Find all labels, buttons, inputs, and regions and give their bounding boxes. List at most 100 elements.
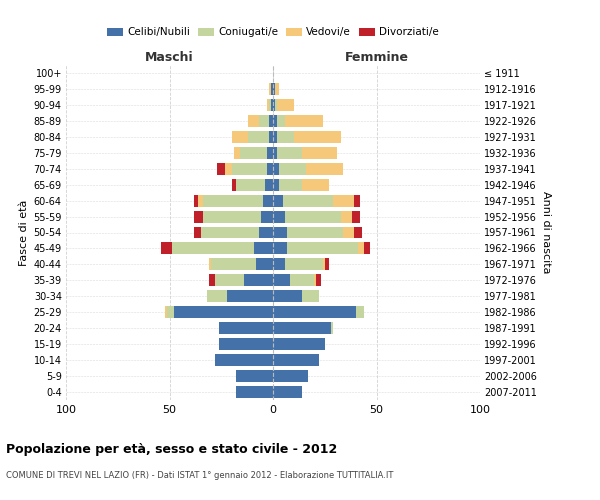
Bar <box>273 386 302 398</box>
Bar <box>275 83 279 95</box>
Y-axis label: Fasce di età: Fasce di età <box>19 200 29 266</box>
Bar <box>194 226 200 238</box>
Bar <box>240 147 267 158</box>
Bar <box>306 162 343 174</box>
Bar <box>273 258 286 270</box>
Bar <box>279 162 306 174</box>
Bar <box>173 306 273 318</box>
Bar <box>290 274 314 286</box>
Bar <box>302 147 337 158</box>
Bar <box>267 162 273 174</box>
Bar <box>302 178 329 190</box>
Bar <box>316 274 320 286</box>
Bar <box>211 258 256 270</box>
Legend: Celibi/Nubili, Coniugati/e, Vedovi/e, Divorziati/e: Celibi/Nubili, Coniugati/e, Vedovi/e, Di… <box>103 24 443 42</box>
Bar <box>273 322 331 334</box>
Bar <box>354 194 360 206</box>
Bar <box>207 290 227 302</box>
Bar <box>331 322 333 334</box>
Bar <box>286 258 323 270</box>
Bar <box>166 306 167 318</box>
Bar <box>358 242 364 254</box>
Bar <box>333 194 354 206</box>
Bar <box>283 194 333 206</box>
Bar <box>343 226 354 238</box>
Bar <box>263 194 273 206</box>
Bar <box>277 131 294 143</box>
Bar <box>259 115 269 127</box>
Bar <box>287 226 343 238</box>
Bar <box>279 178 302 190</box>
Bar <box>244 274 273 286</box>
Bar <box>203 210 260 222</box>
Bar <box>341 210 352 222</box>
Bar <box>294 131 341 143</box>
Bar <box>271 83 273 95</box>
Bar <box>273 242 287 254</box>
Bar <box>286 115 323 127</box>
Bar <box>232 131 248 143</box>
Text: COMUNE DI TREVI NEL LAZIO (FR) - Dati ISTAT 1° gennaio 2012 - Elaborazione TUTTI: COMUNE DI TREVI NEL LAZIO (FR) - Dati IS… <box>6 471 394 480</box>
Bar <box>236 386 273 398</box>
Bar <box>275 99 277 111</box>
Bar <box>273 83 275 95</box>
Bar <box>269 115 273 127</box>
Bar <box>215 274 244 286</box>
Bar <box>267 147 273 158</box>
Bar <box>273 147 277 158</box>
Bar <box>273 99 275 111</box>
Text: Popolazione per età, sesso e stato civile - 2012: Popolazione per età, sesso e stato civil… <box>6 442 337 456</box>
Bar <box>194 210 203 222</box>
Bar <box>194 194 199 206</box>
Bar <box>352 210 360 222</box>
Bar <box>254 242 273 254</box>
Bar <box>354 226 362 238</box>
Bar <box>209 258 211 270</box>
Bar <box>236 370 273 382</box>
Bar <box>256 258 273 270</box>
Bar <box>232 162 267 174</box>
Bar <box>325 258 329 270</box>
Text: Maschi: Maschi <box>145 51 194 64</box>
Bar <box>209 274 215 286</box>
Bar <box>277 147 302 158</box>
Bar <box>323 258 325 270</box>
Bar <box>161 242 172 254</box>
Bar <box>273 131 277 143</box>
Bar <box>167 306 173 318</box>
Bar <box>219 338 273 350</box>
Bar <box>287 242 358 254</box>
Bar <box>273 210 286 222</box>
Bar <box>273 115 277 127</box>
Bar <box>273 226 287 238</box>
Bar <box>203 194 263 206</box>
Bar <box>273 274 290 286</box>
Bar <box>236 178 265 190</box>
Bar <box>248 131 269 143</box>
Bar <box>277 115 286 127</box>
Bar <box>199 194 203 206</box>
Bar <box>259 226 273 238</box>
Bar <box>273 370 308 382</box>
Bar <box>302 290 319 302</box>
Bar <box>219 322 273 334</box>
Bar <box>269 83 271 95</box>
Bar <box>227 290 273 302</box>
Bar <box>364 242 370 254</box>
Bar <box>273 354 319 366</box>
Bar <box>356 306 364 318</box>
Bar <box>271 99 273 111</box>
Bar <box>233 147 240 158</box>
Text: Femmine: Femmine <box>344 51 409 64</box>
Bar <box>172 242 254 254</box>
Bar <box>200 226 259 238</box>
Bar <box>273 162 279 174</box>
Bar <box>215 354 273 366</box>
Bar <box>269 99 271 111</box>
Bar <box>314 274 316 286</box>
Bar <box>269 131 273 143</box>
Bar <box>273 178 279 190</box>
Bar <box>265 178 273 190</box>
Y-axis label: Anni di nascita: Anni di nascita <box>541 191 551 274</box>
Bar <box>248 115 259 127</box>
